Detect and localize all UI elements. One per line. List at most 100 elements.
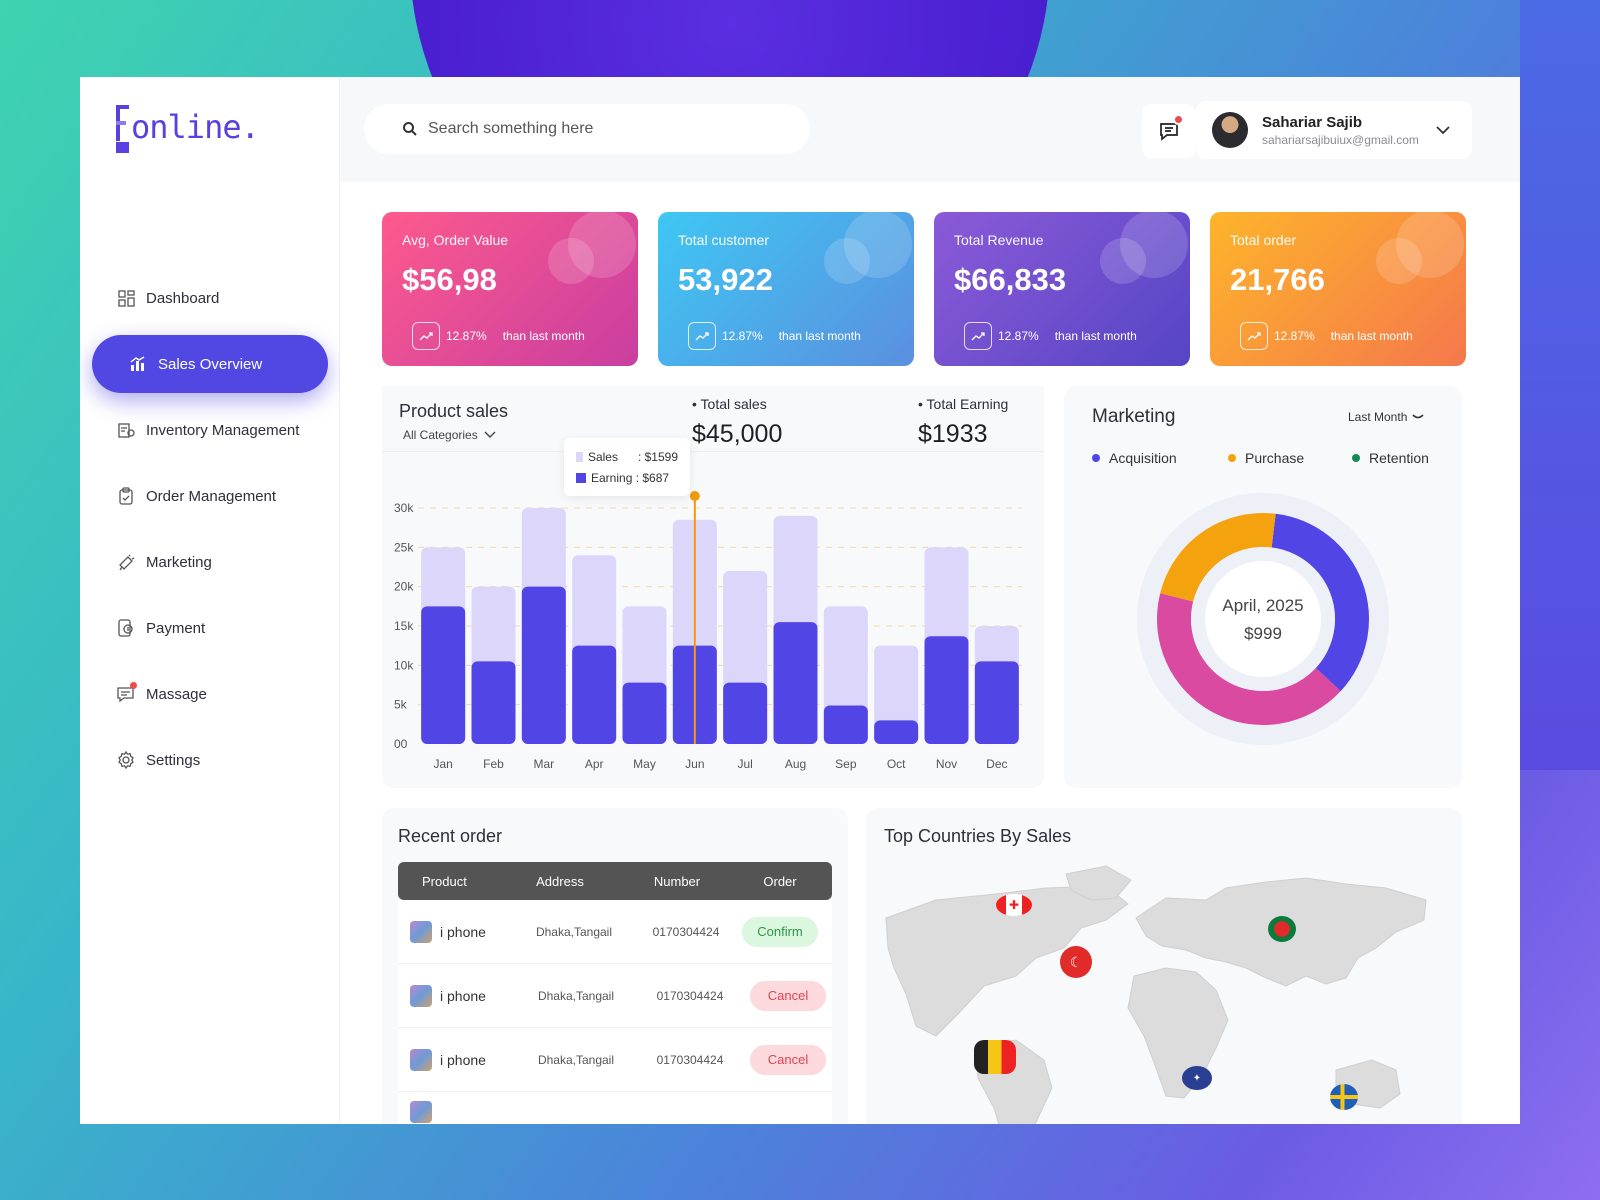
bar-sales [823,606,868,744]
stat-card-total-revenue[interactable]: Total Revenue $66,833 12.87% than last mo… [934,212,1190,366]
sidebar-item-massage[interactable]: Massage [92,665,328,723]
recent-order-title: Recent order [398,826,503,846]
total-sales-label: Total sales [700,396,767,412]
australia-flag-icon: ✦ [1182,1066,1212,1090]
y-tick-label: 20k [394,580,414,594]
bar-earning [421,606,466,744]
messages-button[interactable] [1142,104,1196,158]
bar-earning [823,705,868,744]
logo[interactable]: online. [116,105,260,155]
bar-earning [874,720,919,744]
turkey-flag-icon: ☾ [1060,946,1092,978]
top-countries-title: Top Countries By Sales [884,826,1072,846]
x-tick-label: Apr [585,757,604,771]
x-tick-label: Feb [483,757,504,771]
phone-number: 0170304424 [652,924,720,939]
stat-card-avg-order-value[interactable]: Avg, Order Value $56,98 12.87% than last … [382,212,638,366]
stat-card-change: 12.87% [1274,329,1315,343]
stat-card-change: 12.87% [998,329,1039,343]
bar-sales [521,508,566,744]
stat-card-change: 12.87% [722,329,763,343]
bar-sales [874,645,919,744]
address: Dhaka,Tangail [535,924,613,939]
stat-card-total-order[interactable]: Total order 21,766 12.87% than last month [1210,212,1466,366]
sidebar-item-sales-overview[interactable]: Sales Overview [92,335,328,393]
category-dropdown-value: All Categories [403,428,478,442]
clipboard-icon [116,486,136,506]
north-america-shape [885,885,1129,1037]
sidebar-item-order-management[interactable]: Order Management [92,467,328,525]
phone-number: 0170304424 [656,1052,724,1067]
chat-icon [116,682,137,704]
status-badge[interactable]: Confirm [742,916,818,947]
chart-tooltip: Sales : $1599 Earning : $687 [564,438,690,496]
megaphone-icon [116,552,136,572]
product-thumbnail [410,984,432,1007]
x-tick-label: Mar [533,757,554,771]
greenland-shape [1065,865,1132,901]
sidebar-item-label: Marketing [146,553,212,571]
sales-swatch [576,451,583,462]
bar-sales [622,606,667,744]
bar-sales [572,555,617,744]
bar-sales [723,570,768,744]
bar-earning [672,645,717,744]
highlight-point [689,491,700,501]
x-tick-label: May [633,757,656,771]
table-row[interactable]: i phone Dhaka,Tangail 0170304424 Cancel [398,1028,832,1092]
legend-label: Purchase [1245,450,1305,466]
product-thumbnail [410,1048,432,1071]
sidebar-item-payment[interactable]: Payment [92,599,328,657]
sidebar-item-settings[interactable]: Settings [92,731,328,789]
recent-order-panel: Recent order Product Address Number Orde… [382,808,848,1124]
table-row[interactable]: i phone Dhaka,Tangail 0170304424 Cancel [398,964,832,1028]
sidebar: online. Dashboard Sales Overview Invento… [80,77,340,1124]
legend-acquisition: Acquisition [1092,450,1177,466]
sidebar-item-dashboard[interactable]: Dashboard [92,269,328,327]
bar-sales [924,547,969,744]
period-dropdown[interactable]: Last Month [1348,410,1424,424]
column-header: Address [536,873,584,889]
user-email: sahariarsajibuiux@gmail.com [1262,132,1419,147]
bar-earning [521,586,566,744]
status-badge[interactable]: Cancel [750,980,826,1011]
address: Dhaka,Tangail [537,1052,615,1067]
bar-sales [421,547,466,744]
product-thumbnail [410,1100,432,1123]
sidebar-item-marketing[interactable]: Marketing [92,533,328,591]
product-sales-title: Product sales [399,401,509,421]
stat-card-label: Total order [1230,232,1297,248]
stat-card-value: 21,766 [1230,262,1325,297]
belgium-flag-icon [974,1040,1016,1074]
avatar [1212,112,1248,148]
bar-earning [471,661,516,744]
x-tick-label: Oct [887,757,906,771]
category-dropdown[interactable]: All Categories [403,428,496,442]
table-row[interactable] [398,1092,832,1124]
sidebar-item-inventory-management[interactable]: Inventory Management [92,401,328,459]
bar-sales [471,586,516,744]
user-profile-menu[interactable]: Sahariar Sajib sahariarsajibuiux@gmail.c… [1196,101,1472,159]
stat-card-total-customer[interactable]: Total customer 53,922 12.87% than last mo… [658,212,914,366]
canada-flag-icon: ✚ [996,894,1032,916]
x-tick-label: Jan [433,757,452,771]
total-sales-value: $45,000 [692,420,783,448]
user-name: Sahariar Sajib [1262,113,1363,131]
donut-center [1205,561,1321,677]
stat-card-note: than last month [1330,329,1413,343]
sidebar-nav: Dashboard Sales Overview Inventory Manag… [92,269,328,797]
chevron-down-icon [1436,126,1450,135]
donut-slice [1157,593,1341,725]
status-badge[interactable]: Cancel [750,1044,826,1075]
top-bar: Search something here Sahariar Sajib sah… [340,77,1520,182]
search-input[interactable]: Search something here [364,104,810,154]
chevron-down-icon [1412,414,1424,419]
bar-earning [723,682,768,744]
table-row[interactable]: i phone Dhaka,Tangail 0170304424 Confirm [398,900,832,964]
world-map [885,865,1427,1124]
legend-retention: Retention [1352,450,1429,466]
marketing-panel: Marketing Last Month Acquisition Purchas… [1064,386,1462,788]
product-thumbnail [410,920,432,943]
recent-order-table: Product Address Number Order i phone Dha… [398,862,832,1124]
message-icon [1160,123,1178,141]
